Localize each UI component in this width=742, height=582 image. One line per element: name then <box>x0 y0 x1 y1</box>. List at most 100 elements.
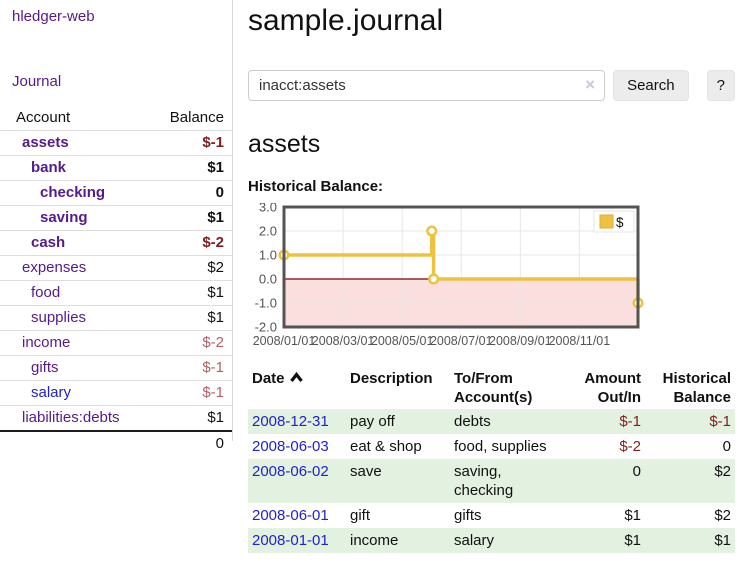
x-tick-label: 2008/03/01 <box>312 334 375 348</box>
transaction-balance: $2 <box>645 459 735 503</box>
transaction-amount: 0 <box>562 459 645 503</box>
account-heading: assets <box>248 130 321 158</box>
register-row: 2008-01-01 income salary $1 $1 <box>248 528 735 553</box>
x-tick-label: 2008/01/01 <box>253 334 316 348</box>
y-tick-label: -1.0 <box>255 296 277 311</box>
account-row: gifts $-1 <box>0 355 232 381</box>
search-bar: × Search ? <box>248 70 735 101</box>
sidebar-item-journal[interactable]: Journal <box>12 73 62 90</box>
sidebar-account-link[interactable]: income <box>22 334 71 351</box>
transaction-date-link[interactable]: 2008-01-01 <box>252 532 329 549</box>
col-date[interactable]: Date <box>248 367 346 409</box>
register-header-row: Date Description To/From Account(s) Amou… <box>248 367 735 409</box>
accounts-table: Account Balance assets $-1 bank $1 checking 0… <box>0 106 232 456</box>
account-balance: $-1 <box>202 134 224 151</box>
transaction-balance: $1 <box>645 528 735 553</box>
sidebar-account-link[interactable]: saving <box>40 209 88 226</box>
account-balance: $-2 <box>202 334 224 351</box>
sidebar-account-link[interactable]: food <box>31 284 61 301</box>
account-balance: $1 <box>207 284 224 301</box>
search-input[interactable] <box>248 70 606 101</box>
account-row: bank $1 <box>0 155 232 181</box>
transaction-amount: $1 <box>624 507 641 524</box>
y-tick-label: 1.0 <box>259 248 277 263</box>
x-tick-label: 2008/05/01 <box>371 334 434 348</box>
transaction-accounts: food, supplies <box>454 438 547 455</box>
transaction-description: income <box>346 528 450 553</box>
sidebar: hledger-web Journal Account Balance asse… <box>0 0 233 456</box>
search-button[interactable]: Search <box>613 70 689 101</box>
main-content: sample.journal × Search ? assets Histori… <box>248 0 735 553</box>
y-tick-label: 3.0 <box>259 203 277 215</box>
register-table-body: 2008-12-31 pay off debts $-1 $-1 2008-06-03 ea… <box>248 409 735 553</box>
account-row: expenses $2 <box>0 255 232 281</box>
sidebar-account-link[interactable]: checking <box>40 184 106 201</box>
x-tick-label: 2008/11/01 <box>549 334 611 348</box>
sidebar-account-link[interactable]: bank <box>31 159 67 176</box>
accounts-header-row: Account Balance <box>0 106 232 131</box>
account-row: assets $-1 <box>0 130 232 156</box>
col-amount: Amount Out/In <box>584 370 641 406</box>
sidebar-account-link[interactable]: supplies <box>31 309 87 326</box>
account-row: liabilities:debts $1 <box>0 405 232 432</box>
transaction-description: eat & shop <box>350 438 422 455</box>
sort-asc-icon <box>289 371 303 382</box>
col-description: Description <box>350 370 433 387</box>
accounts-col-account: Account <box>16 109 71 126</box>
sidebar-account-link[interactable]: gifts <box>31 359 59 376</box>
chart-title: Historical Balance: <box>248 178 384 195</box>
transaction-date-link[interactable]: 2008-06-03 <box>252 438 329 455</box>
account-balance: 0 <box>215 184 224 201</box>
sidebar-account-link[interactable]: liabilities:debts <box>22 409 120 426</box>
transaction-description: gift <box>350 507 371 524</box>
transaction-date-link[interactable]: 2008-12-31 <box>252 413 329 430</box>
transaction-date-link[interactable]: 2008-06-01 <box>252 507 329 524</box>
sidebar-account-link[interactable]: cash <box>31 234 66 251</box>
transaction-balance: 0 <box>722 438 731 455</box>
transaction-description: save <box>346 459 450 503</box>
col-accounts: To/From Account(s) <box>454 370 533 406</box>
account-row: checking 0 <box>0 180 232 206</box>
register-row: 2008-06-02 save saving, checking 0 $2 <box>248 459 735 503</box>
sidebar-account-link[interactable]: expenses <box>22 259 87 276</box>
register-row: 2008-06-01 gift gifts $1 $2 <box>248 503 735 528</box>
y-tick-label: -2.0 <box>255 320 277 335</box>
account-balance: $1 <box>207 409 224 426</box>
accounts-total-value: 0 <box>151 430 232 456</box>
account-balance: $1 <box>207 209 224 226</box>
transaction-balance: $2 <box>714 507 731 524</box>
register-table: Date Description To/From Account(s) Amou… <box>248 367 735 553</box>
transaction-date-link[interactable]: 2008-06-02 <box>252 463 329 480</box>
account-balance: $-1 <box>202 359 224 376</box>
x-tick-label: 2008/07/01 <box>430 334 493 348</box>
transaction-accounts: debts <box>450 409 562 434</box>
y-tick-label: 0.0 <box>259 272 277 287</box>
balance-chart: $3.0 2.0 1.0 0.0 -1.0 -2.02008/01/012008/03/0… <box>253 203 644 348</box>
account-balance: $-1 <box>202 384 224 401</box>
account-balance: $2 <box>207 259 224 276</box>
plot-border <box>282 205 640 329</box>
sidebar-account-link[interactable]: salary <box>31 384 72 401</box>
page-title: sample.journal <box>248 4 444 37</box>
x-tick-label: 2008/09/01 <box>489 334 552 348</box>
app-brand-link[interactable]: hledger-web <box>12 8 95 25</box>
accounts-col-balance: Balance <box>169 109 224 126</box>
account-row: food $1 <box>0 280 232 306</box>
clear-search-icon[interactable]: × <box>585 75 596 94</box>
register-row: 2008-06-03 eat & shop food, supplies $-2 0 <box>248 434 735 459</box>
accounts-total-row: 0 <box>0 430 232 456</box>
account-row: saving $1 <box>0 205 232 231</box>
data-point-marker <box>428 273 440 285</box>
account-table-body: assets $-1 bank $1 checking 0 saving $1 cash $-2 e… <box>0 130 232 432</box>
help-button[interactable]: ? <box>706 70 735 101</box>
legend-swatch <box>599 214 614 229</box>
sidebar-account-link[interactable]: assets <box>22 134 69 151</box>
legend-label: $ <box>616 215 624 230</box>
account-balance: $-2 <box>202 234 224 251</box>
transaction-description: pay off <box>346 409 450 434</box>
account-row: income $-2 <box>0 330 232 356</box>
account-row: cash $-2 <box>0 230 232 256</box>
transaction-amount: $1 <box>562 528 645 553</box>
account-row: salary $-1 <box>0 380 232 406</box>
col-balance: Historical Balance <box>662 370 731 406</box>
